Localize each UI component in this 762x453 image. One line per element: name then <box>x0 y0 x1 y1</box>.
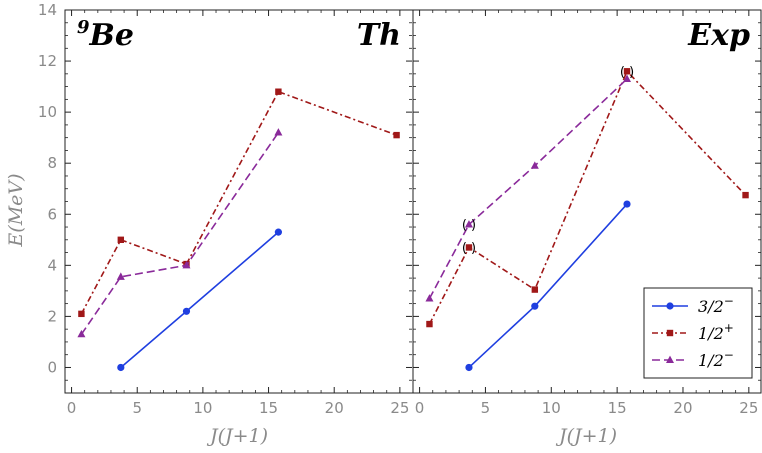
x-tick-label: 15 <box>259 399 278 417</box>
legend-label-parity: + <box>724 321 734 335</box>
legend-marker <box>666 329 674 337</box>
series-32 <box>117 228 282 372</box>
x-tick-label: 20 <box>325 399 344 417</box>
y-tick-label: 14 <box>38 1 57 19</box>
legend-label-text: 3/2 <box>698 297 724 316</box>
series-line <box>80 90 397 315</box>
data-point <box>182 260 191 269</box>
data-point <box>116 272 125 280</box>
data-point <box>623 68 631 75</box>
legend-marker <box>666 302 674 310</box>
legend-label-text: 1/2 <box>698 351 724 370</box>
y-tick-label: 8 <box>47 154 57 172</box>
panel-exp: 0 5 10 15 20 25 ( ) ( ) ( ) Exp <box>412 9 762 417</box>
data-point <box>117 236 125 243</box>
y-tick-label: 0 <box>47 358 57 376</box>
data-point <box>426 320 433 328</box>
series-12minus <box>77 128 283 338</box>
data-point <box>274 128 283 136</box>
tentative-marker: ( ) <box>462 218 476 233</box>
x-tick-label: 20 <box>673 399 692 417</box>
y-tick-label: 4 <box>47 256 57 274</box>
x-tick-label: 0 <box>415 399 425 417</box>
y-axis-title: E(MeV) <box>5 173 27 247</box>
series-line <box>120 231 279 369</box>
data-point <box>275 88 282 95</box>
data-point <box>78 310 85 318</box>
x-tick-label: 10 <box>542 399 561 417</box>
y-tick-label: 12 <box>38 52 57 70</box>
series-12minus <box>425 74 632 302</box>
legend: 3/2−1/2+1/2− <box>643 287 753 379</box>
y-tick-label: 2 <box>47 307 57 325</box>
y-tick-label: 10 <box>38 103 57 121</box>
series-12plus <box>78 88 400 318</box>
data-point <box>623 200 631 208</box>
series-line <box>428 69 747 325</box>
data-point <box>182 307 191 315</box>
data-point <box>274 228 282 236</box>
tentative-marker: ( ) <box>462 241 476 256</box>
data-point <box>531 286 539 293</box>
series-12plus <box>426 68 749 328</box>
panels-layer: 0 5 10 15 20 25 0 2 4 6 8 10 12 14 Th 0 5 10 15 20 25 ( ) ( ) (… <box>38 1 762 417</box>
data-point <box>464 220 473 228</box>
series-32 <box>465 200 631 372</box>
x-axis-title-right: J(J+1) <box>555 425 617 447</box>
x-tick-label: 5 <box>481 399 491 417</box>
legend-item: 1/2− <box>652 348 734 370</box>
legend-label-parity: − <box>724 348 734 362</box>
panel-frame <box>64 9 414 394</box>
x-axis-title-left: J(J+1) <box>206 425 268 447</box>
panel-th: 0 5 10 15 20 25 0 2 4 6 8 10 12 14 Th <box>38 1 414 417</box>
x-tick-label: 10 <box>193 399 212 417</box>
series-line <box>428 78 628 299</box>
x-tick-label: 25 <box>739 399 758 417</box>
nucleus-label: 9Be <box>77 17 134 53</box>
data-point <box>742 191 749 199</box>
data-point <box>530 161 539 169</box>
legend-label: 1/2− <box>698 348 734 370</box>
data-point <box>393 131 400 139</box>
data-point <box>623 74 632 82</box>
legend-item: 3/2− <box>652 294 734 316</box>
data-point <box>77 329 86 338</box>
x-tick-label: 25 <box>390 399 409 417</box>
x-tick-label: 0 <box>67 399 77 417</box>
series-line <box>80 132 280 335</box>
legend-label: 1/2+ <box>698 321 734 343</box>
data-point <box>465 244 473 251</box>
panel-label: Th <box>357 18 401 53</box>
x-tick-label: 5 <box>132 399 142 417</box>
nucleus-symbol: Be <box>89 18 134 53</box>
tentative-marker: ( ) <box>620 65 634 80</box>
data-point <box>425 294 434 302</box>
nucleus-mass: 9 <box>77 17 90 38</box>
legend-label: 3/2− <box>698 294 734 316</box>
legend-label-parity: − <box>724 294 734 308</box>
legend-label-text: 1/2 <box>698 324 724 343</box>
legend-marker <box>666 355 674 363</box>
legend-item: 1/2+ <box>652 321 734 343</box>
data-point <box>531 302 539 310</box>
data-point <box>117 363 125 372</box>
series-line <box>468 203 628 369</box>
data-point <box>465 363 473 372</box>
x-tick-label: 15 <box>608 399 627 417</box>
y-tick-label: 6 <box>47 205 57 223</box>
panel-label: Exp <box>687 18 750 53</box>
